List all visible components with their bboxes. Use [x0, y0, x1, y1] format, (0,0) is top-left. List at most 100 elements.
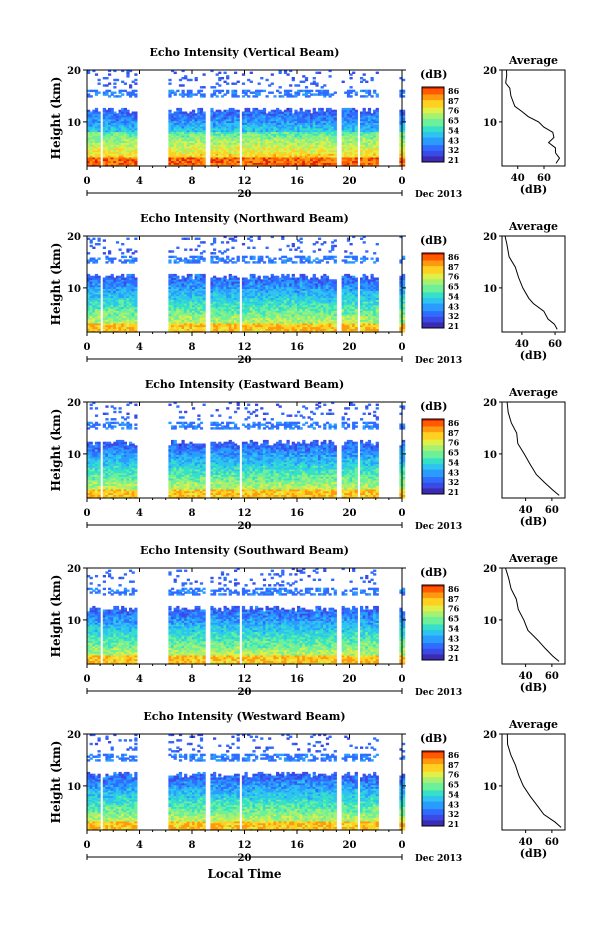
colorbar-tick-label: 86 — [448, 86, 460, 96]
colorbar-segment — [422, 484, 444, 487]
colorbar-segment — [422, 801, 444, 804]
x-tick-label: 0 — [84, 674, 91, 685]
avg-title: Average — [508, 718, 558, 731]
colorbar-tick-label: 65 — [448, 116, 459, 126]
colorbar-tick-label: 76 — [448, 438, 460, 448]
avg-title: Average — [508, 220, 558, 233]
avg-y-tick-label: 10 — [483, 284, 497, 295]
colorbar-segment — [422, 452, 444, 456]
avg-y-tick-label: 20 — [483, 232, 497, 243]
avg-frame — [501, 567, 566, 665]
colorbar-segment — [422, 492, 444, 495]
beam-panel-2: Echo Intensity (Northward Beam) 0 4 8 12 16 20… — [49, 212, 566, 366]
colorbar-tick-label: 54 — [448, 623, 460, 633]
colorbar-segment — [422, 620, 444, 623]
avg-x-label: (dB) — [520, 349, 547, 362]
colorbar-segment — [422, 792, 444, 795]
colorbar-segment — [422, 769, 444, 773]
y-tick-label: 10 — [67, 450, 81, 461]
colorbar-segment — [422, 284, 444, 288]
colorbar-segment — [422, 143, 444, 146]
colorbar-tick-label: 43 — [448, 301, 460, 311]
colorbar-segment — [422, 594, 444, 597]
colorbar-segment — [422, 596, 444, 599]
colorbar-tick-label: 21 — [448, 653, 459, 663]
x-tick-label: 0 — [399, 342, 406, 353]
colorbar-tick-label: 87 — [448, 760, 459, 770]
colorbar-segment — [422, 784, 444, 788]
avg-profile-line — [504, 235, 558, 330]
colorbar-segment — [422, 420, 444, 424]
avg-x-label: (dB) — [520, 183, 547, 196]
colorbar-segment — [422, 616, 444, 620]
x-tick-label: 4 — [136, 674, 143, 685]
colorbar-segment — [422, 654, 444, 657]
colorbar-segment — [422, 799, 444, 803]
avg-title: Average — [508, 54, 558, 67]
colorbar-segment — [422, 435, 444, 439]
colorbar-segment — [422, 432, 444, 435]
colorbar-segment — [422, 103, 444, 107]
colorbar-segment — [422, 777, 444, 780]
panel-title: Echo Intensity (Northward Beam) — [140, 212, 349, 225]
colorbar-segment — [422, 818, 444, 821]
colorbar-segment — [422, 135, 444, 139]
colorbar-segment — [422, 126, 444, 129]
colorbar-segment — [422, 268, 444, 271]
avg-title: Average — [508, 552, 558, 565]
y-tick-label: 10 — [67, 782, 81, 793]
x-tick-label: 20 — [343, 508, 357, 519]
colorbar-segment — [422, 309, 444, 312]
x-tick-label: 12 — [238, 176, 252, 187]
colorbar-segment — [422, 437, 444, 441]
colorbar-segment — [422, 779, 444, 782]
colorbar-segment — [422, 139, 444, 142]
colorbar-segment — [422, 292, 444, 295]
colorbar-segment — [422, 92, 444, 95]
colorbar-segment — [422, 618, 444, 622]
avg-frame — [501, 235, 566, 333]
y-axis-label: Height (km) — [49, 575, 63, 658]
month-label: Dec 2013 — [415, 688, 462, 698]
date-label: 20 — [238, 687, 252, 698]
colorbar-segment — [422, 307, 444, 310]
colorbar-segment — [422, 645, 444, 648]
colorbar-segment — [422, 611, 444, 614]
y-tick-label: 10 — [67, 118, 81, 129]
colorbar-segment — [422, 158, 444, 161]
x-tick-label: 20 — [343, 176, 357, 187]
colorbar-tick-label: 21 — [448, 321, 459, 331]
avg-profile-line — [505, 69, 561, 164]
x-tick-label: 20 — [343, 674, 357, 685]
colorbar-frame — [421, 584, 445, 661]
colorbar-tick-label: 76 — [448, 604, 460, 614]
x-tick-label: 8 — [189, 508, 196, 519]
y-tick-label: 20 — [67, 398, 81, 409]
colorbar-tick-label: 76 — [448, 770, 460, 780]
colorbar-tick-label: 21 — [448, 155, 459, 165]
colorbar-segment — [422, 809, 444, 812]
colorbar-segment — [422, 641, 444, 644]
avg-x-label: (dB) — [520, 515, 547, 528]
beam-panel-3: Echo Intensity (Eastward Beam) 0 4 8 12 16 20 0… — [49, 378, 566, 532]
colorbar-segment — [422, 107, 444, 110]
colorbar-segment — [422, 313, 444, 316]
colorbar-segment — [422, 775, 444, 778]
y-tick-label: 20 — [67, 232, 81, 243]
colorbar-tick-label: 54 — [448, 291, 460, 301]
y-tick-label: 10 — [67, 284, 81, 295]
colorbar-segment — [422, 422, 444, 426]
colorbar-segment — [422, 479, 444, 482]
colorbar-segment — [422, 812, 444, 816]
colorbar-segment — [422, 305, 444, 308]
x-tick-label: 12 — [238, 508, 252, 519]
colorbar-segment — [422, 600, 444, 603]
avg-frame — [501, 401, 566, 499]
colorbar-segment — [422, 290, 444, 293]
colorbar-segment — [422, 628, 444, 631]
colorbar-tick-label: 87 — [448, 262, 459, 272]
colorbar-segment — [422, 796, 444, 799]
colorbar-segment — [422, 454, 444, 457]
panel-title: Echo Intensity (Westward Beam) — [143, 710, 345, 723]
colorbar-tick-label: 43 — [448, 135, 460, 145]
